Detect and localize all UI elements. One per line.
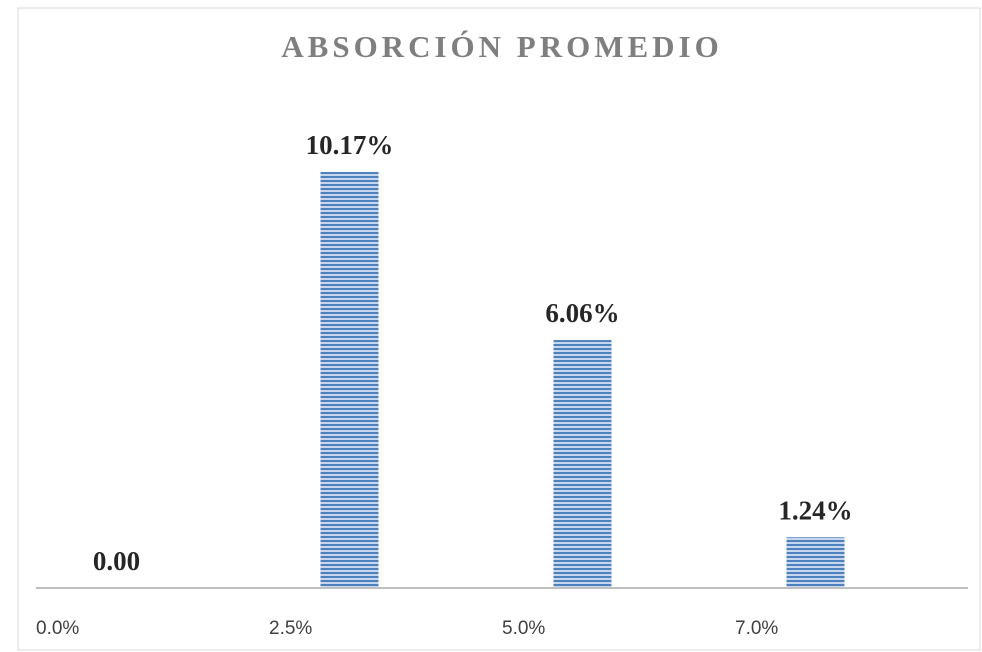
chart-title: ABSORCIÓN PROMEDIO bbox=[281, 29, 722, 64]
bar bbox=[786, 537, 845, 588]
data-label: 6.06% bbox=[545, 298, 619, 328]
bar bbox=[320, 171, 379, 588]
data-label: 1.24% bbox=[778, 495, 852, 525]
x-tick-label: 2.5% bbox=[269, 618, 312, 639]
data-label: 0.00 bbox=[93, 546, 140, 576]
data-label: 10.17% bbox=[306, 130, 394, 160]
x-tick-label: 5.0% bbox=[502, 618, 545, 639]
bar bbox=[553, 340, 612, 588]
x-tick-label: 7.0% bbox=[735, 618, 778, 639]
x-tick-label: 0.0% bbox=[36, 618, 79, 639]
